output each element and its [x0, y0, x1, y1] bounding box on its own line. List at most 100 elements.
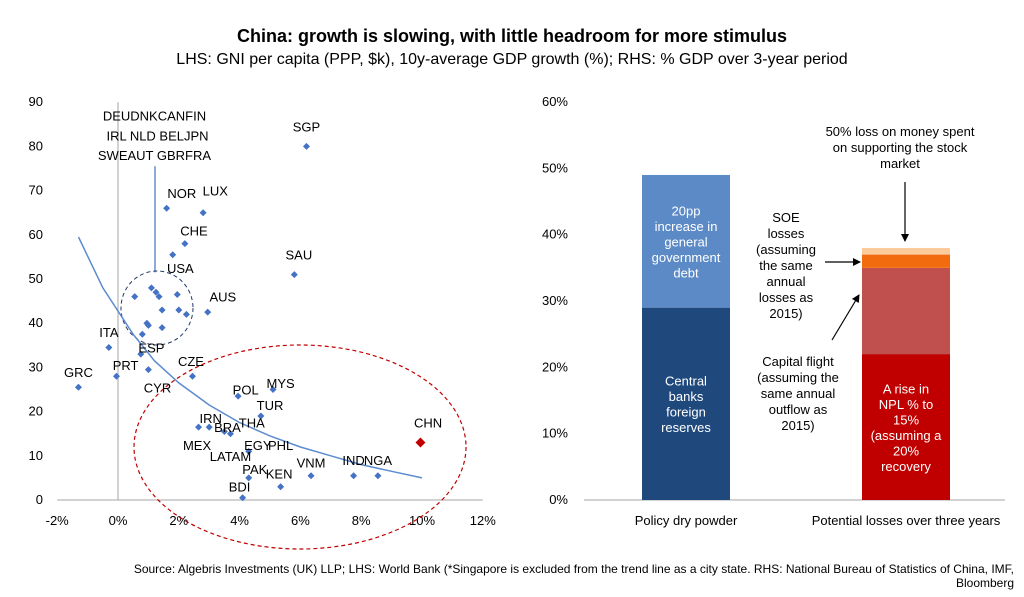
- scatter-point: [195, 423, 203, 431]
- point-label: PHL: [268, 438, 293, 453]
- scatter-point: [302, 142, 310, 150]
- point-label: ITA: [99, 325, 119, 340]
- scatter-point: [169, 251, 177, 259]
- scatter-point: [138, 330, 146, 338]
- scatter-point: [181, 240, 189, 248]
- scatter-point: [257, 412, 265, 420]
- scatter-point: [182, 310, 190, 318]
- point-label: ESP: [138, 341, 164, 356]
- bar-segment-label: debt: [673, 265, 699, 280]
- bar-segment-label: recovery: [881, 459, 931, 474]
- bar-segment: [862, 254, 950, 268]
- annotation-text: Capital flight: [762, 354, 834, 369]
- bar-segment-label: 20pp: [672, 203, 701, 218]
- y-tick-label-right: 60%: [542, 94, 568, 109]
- point-label: SWEAUT GBRFRA: [98, 148, 211, 163]
- point-label: LATAM: [210, 449, 251, 464]
- point-label: AUS: [210, 290, 237, 305]
- bar-segment: [862, 354, 950, 500]
- annotation-arrow: [831, 294, 860, 341]
- bar-segment-label: Central: [665, 374, 707, 389]
- y-tick-label-right: 40%: [542, 227, 568, 242]
- stacked-bar-chart: 0%10%20%30%40%50%60%Centralbanksforeignr…: [542, 94, 1005, 528]
- y-tick-label-right: 0%: [549, 492, 568, 507]
- y-tick-label: 50: [29, 271, 43, 286]
- point-label: CZE: [178, 354, 204, 369]
- scatter-point: [175, 306, 183, 314]
- annotation-text: annual: [766, 274, 805, 289]
- scatter-point: [163, 204, 171, 212]
- scatter-point: [158, 306, 166, 314]
- annotation-text: the same: [759, 258, 812, 273]
- point-label: NOR: [167, 186, 196, 201]
- em-cluster-ellipse: [133, 344, 467, 550]
- scatter-point: [144, 321, 152, 329]
- x-tick-label: 0%: [109, 513, 128, 528]
- point-label: KEN: [266, 466, 293, 481]
- bar-segment-label: NPL % to: [879, 397, 933, 412]
- y-tick-label: 0: [36, 492, 43, 507]
- point-label: TUR: [257, 398, 284, 413]
- scatter-point: [199, 209, 207, 217]
- y-tick-label-right: 20%: [542, 359, 568, 374]
- bar-segment-label: 15%: [893, 412, 919, 427]
- y-tick-label: 60: [29, 227, 43, 242]
- x-tick-label: 10%: [409, 513, 435, 528]
- point-label: MEX: [183, 438, 212, 453]
- point-label: BRA: [214, 420, 241, 435]
- point-label: CYR: [144, 380, 171, 395]
- scatter-point: [269, 386, 277, 393]
- x-tick-label: 2%: [169, 513, 188, 528]
- y-tick-label: 90: [29, 94, 43, 109]
- scatter-point: [137, 350, 145, 358]
- bar-segment-label: government: [652, 250, 721, 265]
- scatter-point: [307, 472, 315, 480]
- chart-subtitle: LHS: GNI per capita (PPP, $k), 10y-avera…: [176, 51, 848, 68]
- annotation-text: 50% loss on money spent: [826, 124, 975, 139]
- point-label: IRN: [200, 411, 222, 426]
- point-label: USA: [167, 261, 194, 276]
- annotation-text: losses: [768, 226, 805, 241]
- point-label: LUX: [203, 184, 229, 199]
- x-tick-label: 8%: [352, 513, 371, 528]
- scatter-point: [131, 293, 139, 301]
- y-tick-label: 30: [29, 359, 43, 374]
- annotation-text: on supporting the stock: [833, 140, 968, 155]
- point-label: POL: [233, 383, 259, 398]
- bar-segment: [642, 307, 730, 500]
- scatter-point: [112, 372, 120, 380]
- point-label: MYS: [267, 376, 296, 391]
- bar-segment-label: 20%: [893, 443, 919, 458]
- bar-segment-label: A rise in: [883, 381, 929, 396]
- bar-segment-label: foreign: [666, 405, 706, 420]
- scatter-point: [290, 271, 298, 279]
- y-tick-label: 20: [29, 404, 43, 419]
- point-label: THA: [239, 416, 265, 431]
- highlight-point-chn: [415, 437, 426, 448]
- scatter-point: [158, 324, 166, 332]
- point-label: VNM: [297, 455, 326, 470]
- scatter-point: [374, 472, 382, 480]
- category-label: Potential losses over three years: [812, 513, 1001, 528]
- scatter-point: [245, 474, 253, 482]
- scatter-point: [220, 427, 228, 435]
- scatter-point: [234, 392, 242, 400]
- point-label: BDI: [229, 480, 251, 495]
- scatter-point: [205, 423, 213, 431]
- point-label: NGA: [364, 453, 393, 468]
- bar-segment-label: increase in: [655, 219, 718, 234]
- scatter-point: [188, 372, 196, 380]
- annotation-text: market: [880, 156, 920, 171]
- annotation-text: (assuming the: [757, 370, 839, 385]
- scatter-point: [350, 472, 358, 480]
- point-label: PAK: [242, 462, 267, 477]
- y-tick-label: 70: [29, 183, 43, 198]
- annotation-text: SOE: [772, 210, 800, 225]
- scatter-point: [245, 447, 253, 455]
- point-label: CHE: [180, 223, 208, 238]
- annotation-text: 2015): [769, 306, 802, 321]
- scatter-point: [204, 308, 212, 316]
- annotation-text: losses as: [759, 290, 814, 305]
- bar-segment: [862, 267, 950, 355]
